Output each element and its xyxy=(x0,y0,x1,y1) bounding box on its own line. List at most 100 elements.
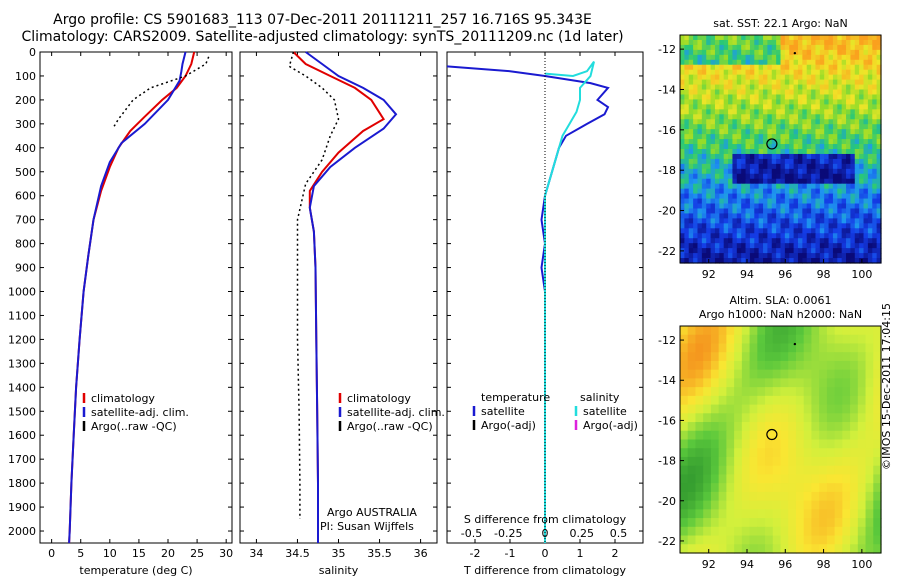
heatmap-cell xyxy=(741,44,747,51)
heatmap-cell xyxy=(824,238,830,244)
heatmap-cell xyxy=(824,253,830,259)
heatmap-cell xyxy=(828,223,834,229)
heatmap-cell xyxy=(688,248,694,254)
y-tick-label: 400 xyxy=(15,142,36,155)
heatmap-cell xyxy=(788,378,797,388)
heatmap-cell xyxy=(811,500,820,510)
heatmap-cell xyxy=(757,413,766,423)
heatmap-cell xyxy=(706,134,712,140)
heatmap-cell xyxy=(832,69,838,76)
heatmap-cell xyxy=(706,218,712,224)
heatmap-cell xyxy=(728,178,734,185)
heatmap-cell xyxy=(697,104,703,110)
heatmap-cell xyxy=(736,94,742,101)
heatmap-cell xyxy=(828,54,834,61)
legend-header: salinity xyxy=(580,391,620,404)
heatmap-cell xyxy=(873,422,882,432)
heatmap-cell xyxy=(687,483,697,493)
heatmap-cell xyxy=(763,49,768,56)
heatmap-cell xyxy=(776,74,782,81)
heatmap-cell xyxy=(771,163,777,170)
heatmap-cell xyxy=(876,153,882,160)
heatmap-cell xyxy=(776,54,782,61)
heatmap-cell xyxy=(680,483,689,493)
heatmap-cell xyxy=(749,49,755,56)
heatmap-cell xyxy=(734,360,743,371)
heatmap-cell xyxy=(811,124,817,130)
heatmap-cell xyxy=(687,352,697,362)
heatmap-cell xyxy=(693,64,699,71)
heatmap-cell xyxy=(706,188,712,195)
heatmap-cell xyxy=(765,422,774,432)
heatmap-cell xyxy=(824,104,830,110)
heatmap-cell xyxy=(763,94,768,101)
heatmap-cell xyxy=(837,173,843,180)
heatmap-cell xyxy=(819,509,828,519)
heatmap-cell xyxy=(745,218,751,224)
heatmap-cell xyxy=(797,39,803,46)
heatmap-cell xyxy=(767,39,773,46)
heatmap-cell xyxy=(793,74,799,81)
heatmap-cell xyxy=(758,168,764,175)
heatmap-cell xyxy=(741,139,747,145)
heatmap-cell xyxy=(789,129,795,135)
heatmap-cell xyxy=(697,248,703,254)
heatmap-cell xyxy=(767,124,773,130)
heatmap-cell xyxy=(741,114,747,120)
heatmap-cell xyxy=(697,79,703,86)
heatmap-cell xyxy=(714,89,720,96)
heatmap-cell xyxy=(719,218,725,224)
heatmap-cell xyxy=(695,422,704,432)
heatmap-cell xyxy=(854,208,860,215)
heatmap-cell xyxy=(754,253,760,259)
heatmap-cell xyxy=(857,369,867,379)
heatmap-cell xyxy=(780,89,786,96)
heatmap-cell xyxy=(776,35,782,41)
heatmap-cell xyxy=(789,94,795,101)
heatmap-cell xyxy=(688,173,694,180)
heatmap-cell xyxy=(789,188,795,195)
heatmap-cell xyxy=(876,49,882,56)
heatmap-cell xyxy=(736,198,742,205)
heatmap-cell xyxy=(719,243,725,249)
heatmap-cell xyxy=(714,114,720,120)
heatmap-cell xyxy=(819,69,825,76)
heatmap-cell xyxy=(706,35,712,41)
heatmap-cell xyxy=(828,149,834,155)
heatmap-cell xyxy=(688,109,694,115)
heatmap-cell xyxy=(811,79,817,86)
x-tick-label: 96 xyxy=(778,558,792,571)
heatmap-cell xyxy=(815,173,821,180)
heatmap-cell xyxy=(703,474,712,484)
heatmap-cell xyxy=(734,509,743,519)
heatmap-cell xyxy=(828,208,834,215)
heatmap-cell xyxy=(757,430,766,441)
heatmap-cell xyxy=(710,153,716,160)
heatmap-cell xyxy=(828,84,834,91)
heatmap-cell xyxy=(684,188,690,195)
heatmap-cell xyxy=(850,35,856,41)
heatmap-cell xyxy=(850,124,856,130)
heatmap-cell xyxy=(736,134,742,140)
top-axis-tick-label: 0.25 xyxy=(570,527,595,540)
heatmap-cell xyxy=(789,198,795,205)
heatmap-cell xyxy=(784,64,790,71)
heatmap-cell xyxy=(771,208,777,215)
heatmap-cell xyxy=(736,104,742,110)
heatmap-cell xyxy=(741,253,747,259)
heatmap-cell xyxy=(837,183,843,190)
heatmap-cell xyxy=(745,238,751,244)
heatmap-cell xyxy=(802,104,808,110)
heatmap-cell xyxy=(793,99,799,105)
heatmap-cell xyxy=(806,94,812,101)
heatmap-cell xyxy=(693,223,699,229)
heatmap-cell xyxy=(734,413,743,423)
heatmap-cell xyxy=(684,243,690,249)
heatmap-cell xyxy=(873,343,882,353)
heatmap-cell xyxy=(802,124,808,130)
heatmap-cell xyxy=(741,422,751,432)
heatmap-cell xyxy=(719,99,725,105)
heatmap-cell xyxy=(723,163,729,170)
heatmap-cell xyxy=(846,104,852,110)
heatmap-cell xyxy=(693,233,699,239)
